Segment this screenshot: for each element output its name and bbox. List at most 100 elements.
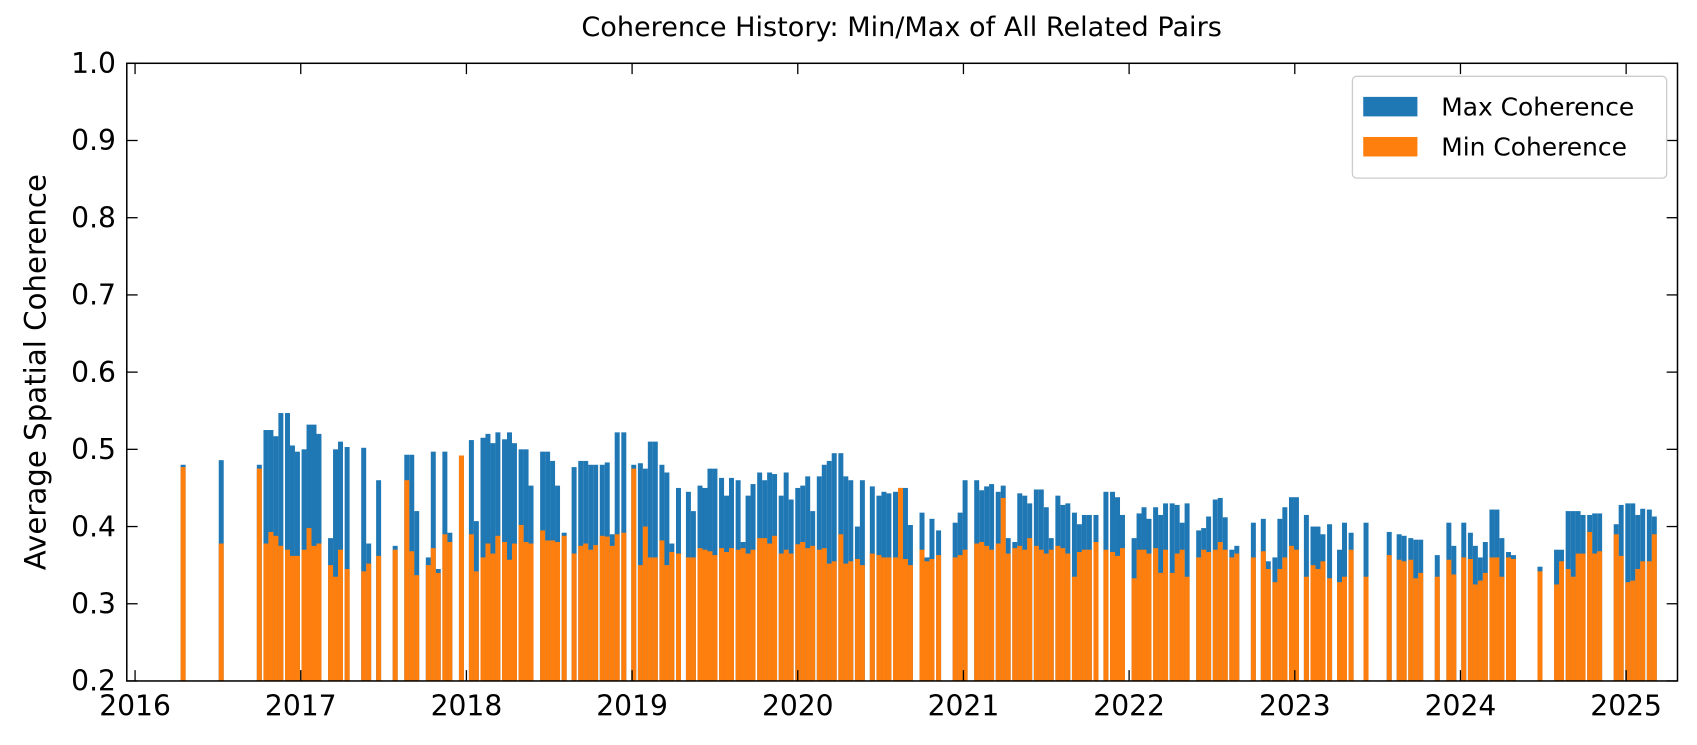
x-tick-label: 2025 [1590, 690, 1662, 723]
bar [1446, 559, 1452, 681]
bar [344, 447, 350, 681]
bar [1222, 549, 1228, 681]
bar [278, 545, 284, 681]
bar [523, 541, 529, 681]
bar [1027, 538, 1033, 681]
bar [540, 530, 546, 681]
bar [664, 565, 670, 681]
bar [435, 572, 441, 681]
ticks: 0.2 0.3 0.4 0.5 0.6 0.7 0.8 0.9 1.0 2016 2017 2018 2… [71, 47, 1678, 723]
bar [614, 534, 620, 681]
bar [810, 545, 816, 681]
bar [659, 540, 665, 681]
bar [1327, 578, 1333, 681]
bar [1131, 578, 1137, 681]
bar [919, 549, 925, 681]
bar [507, 559, 512, 681]
bar [685, 557, 691, 681]
bar [637, 565, 643, 681]
bar [1565, 569, 1571, 681]
bar [571, 553, 577, 681]
bar [675, 553, 681, 681]
bar [800, 541, 806, 681]
bar [886, 557, 892, 681]
bar [848, 561, 854, 681]
bar [631, 468, 637, 681]
bar [1212, 549, 1218, 681]
bar [344, 569, 350, 681]
bar [1386, 555, 1392, 681]
bar [1315, 569, 1321, 681]
bar [1303, 576, 1309, 681]
bar [328, 565, 334, 681]
bar [1217, 541, 1223, 681]
bar [1613, 534, 1619, 681]
legend-label: Min Coherence [1441, 132, 1627, 161]
bar [876, 555, 882, 681]
bar [979, 541, 985, 681]
bar [306, 528, 312, 681]
bar [1580, 553, 1586, 681]
bar [893, 557, 899, 681]
bar [652, 557, 658, 681]
bar [1408, 559, 1414, 681]
bar [1625, 582, 1631, 681]
bar [1179, 549, 1185, 681]
bar [599, 535, 605, 681]
bar [256, 468, 262, 681]
bar [952, 557, 958, 681]
bar [1348, 549, 1354, 681]
bar [1201, 549, 1207, 681]
bar [263, 543, 269, 681]
bar [1163, 549, 1169, 681]
bar [518, 525, 524, 681]
y-tick-label: 0.4 [71, 510, 116, 543]
x-tick-label: 2023 [1259, 690, 1331, 723]
bar [783, 549, 789, 681]
bar [273, 535, 279, 681]
bar [1320, 561, 1326, 681]
bar [1499, 576, 1505, 681]
bar [740, 548, 746, 681]
bar [1174, 553, 1180, 681]
bar [1196, 557, 1202, 681]
bar [550, 540, 556, 681]
x-tick-label: 2016 [99, 690, 171, 723]
bar [578, 545, 584, 681]
bar [414, 575, 420, 681]
bar [974, 543, 980, 681]
bar [702, 549, 708, 681]
y-tick-label: 0.8 [71, 201, 116, 234]
bar [1467, 558, 1473, 681]
bar [1136, 549, 1142, 681]
bar [995, 543, 1001, 681]
bar [301, 549, 307, 681]
bar [593, 545, 599, 681]
bar [316, 543, 322, 681]
bar [1086, 549, 1092, 681]
bar [1110, 552, 1116, 681]
bar [545, 540, 551, 681]
bar [1537, 571, 1543, 681]
bar [485, 543, 491, 681]
bar [1048, 549, 1054, 681]
bar [294, 555, 300, 681]
bar [1033, 545, 1039, 681]
bar [1635, 569, 1641, 681]
bar [778, 553, 784, 681]
bar [1434, 576, 1440, 681]
bar [1451, 574, 1457, 681]
bar [1506, 557, 1511, 681]
bar [957, 555, 963, 681]
y-axis-label: Average Spatial Coherence [19, 174, 53, 570]
bar [425, 565, 431, 681]
y-tick-label: 0.7 [71, 279, 116, 312]
bar [1587, 531, 1593, 681]
bar [1076, 552, 1082, 681]
bar [745, 553, 751, 681]
bar [1363, 576, 1369, 681]
bar [897, 487, 903, 681]
bar [409, 551, 415, 681]
bar [1570, 576, 1576, 681]
